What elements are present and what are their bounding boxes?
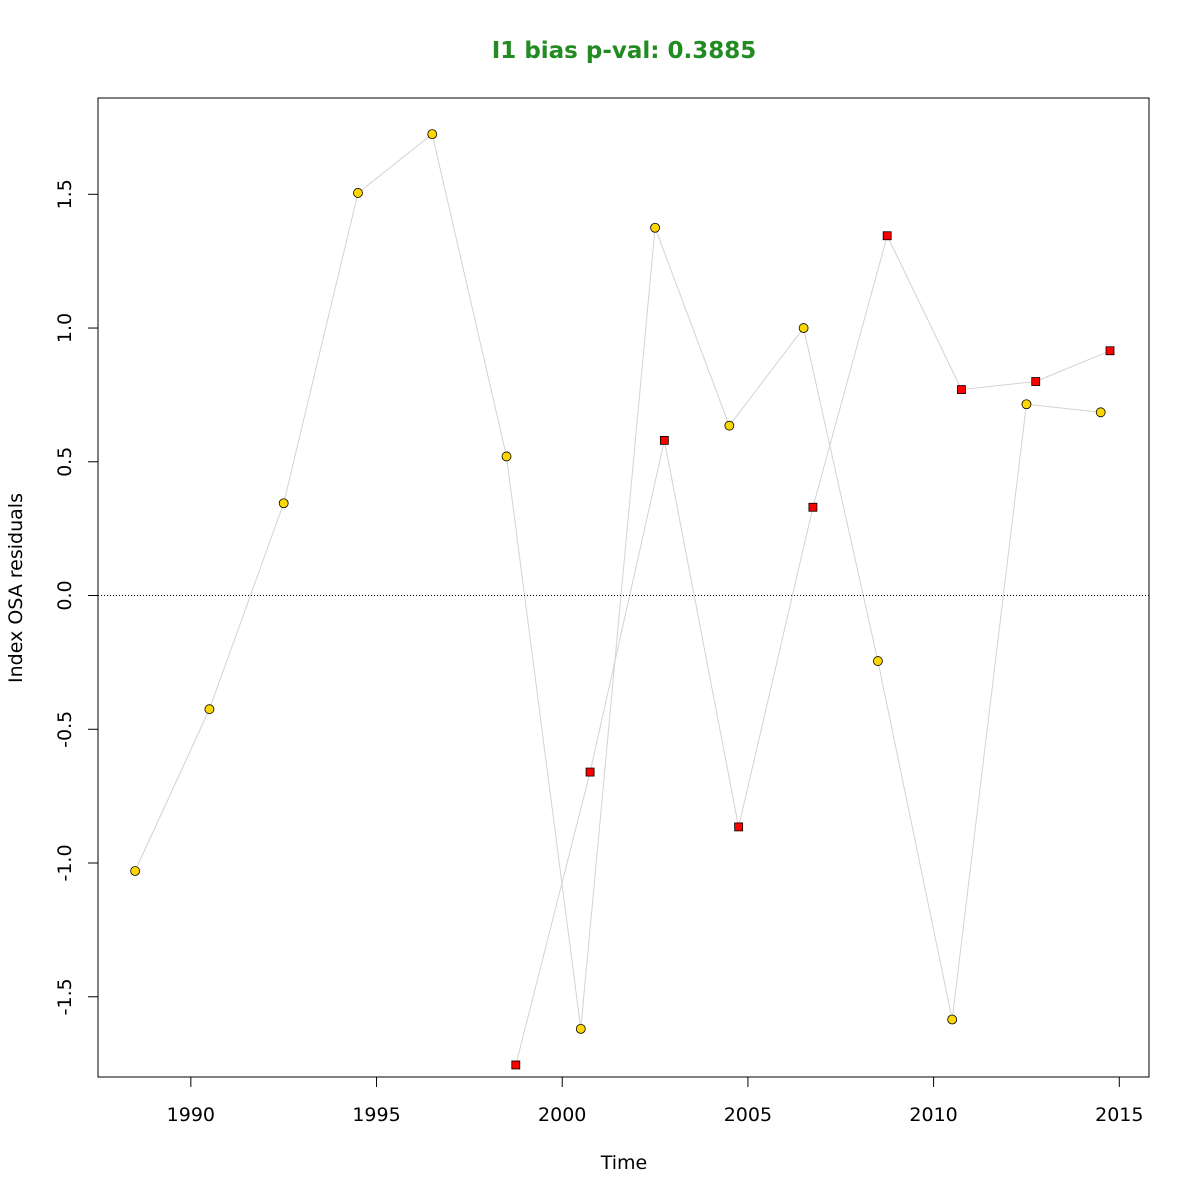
x-tick-label: 2000 [538, 1104, 586, 1126]
data-point-square [585, 767, 595, 777]
x-axis-label: Time [600, 1152, 648, 1174]
data-point-circle [278, 498, 289, 509]
y-tick-label: -1.0 [54, 844, 76, 881]
x-tick-label: 1990 [167, 1104, 215, 1126]
data-point-circle [724, 420, 735, 431]
x-tick-label: 2015 [1095, 1104, 1143, 1126]
y-tick-label: -0.5 [54, 711, 76, 748]
data-point-circle [947, 1014, 958, 1025]
chart-title: I1 bias p-val: 0.3885 [492, 38, 757, 64]
y-axis: -1.5 -1.0 -0.5 0.0 0.5 1.0 1.5 [54, 179, 99, 1015]
data-point-circle [204, 704, 215, 715]
x-tick-label: 1995 [352, 1104, 400, 1126]
data-point-circle [1021, 399, 1032, 410]
y-tick-label: 1.0 [54, 313, 76, 343]
data-point-square [511, 1060, 521, 1070]
y-axis-label: Index OSA residuals [5, 493, 27, 683]
data-point-circle [650, 222, 660, 233]
data-point-square [808, 502, 818, 512]
data-points [130, 129, 1115, 1070]
y-tick-label: 0.5 [54, 447, 76, 477]
data-point-circle [427, 129, 438, 140]
data-point-circle [872, 656, 883, 666]
x-tick-label: 2010 [909, 1104, 957, 1126]
data-point-square [957, 385, 966, 394]
data-point-circle [501, 451, 512, 462]
data-point-square [1031, 377, 1041, 386]
y-tick-label: 0.0 [54, 580, 76, 610]
y-tick-label: -1.5 [54, 978, 76, 1015]
data-point-square [659, 435, 669, 445]
data-point-square [882, 231, 892, 241]
data-point-circle [1095, 407, 1106, 418]
x-tick-label: 2005 [724, 1104, 772, 1126]
x-axis: 1990 1995 2000 2005 2010 2015 [167, 1076, 1143, 1126]
data-point-circle [798, 323, 809, 333]
data-point-circle [353, 188, 363, 198]
data-point-circle [575, 1023, 586, 1034]
data-point-circle [130, 866, 141, 876]
series-line-1 [134, 133, 1101, 1029]
data-point-square [1105, 346, 1115, 356]
y-tick-label: 1.5 [54, 179, 76, 209]
data-point-square [734, 822, 744, 832]
